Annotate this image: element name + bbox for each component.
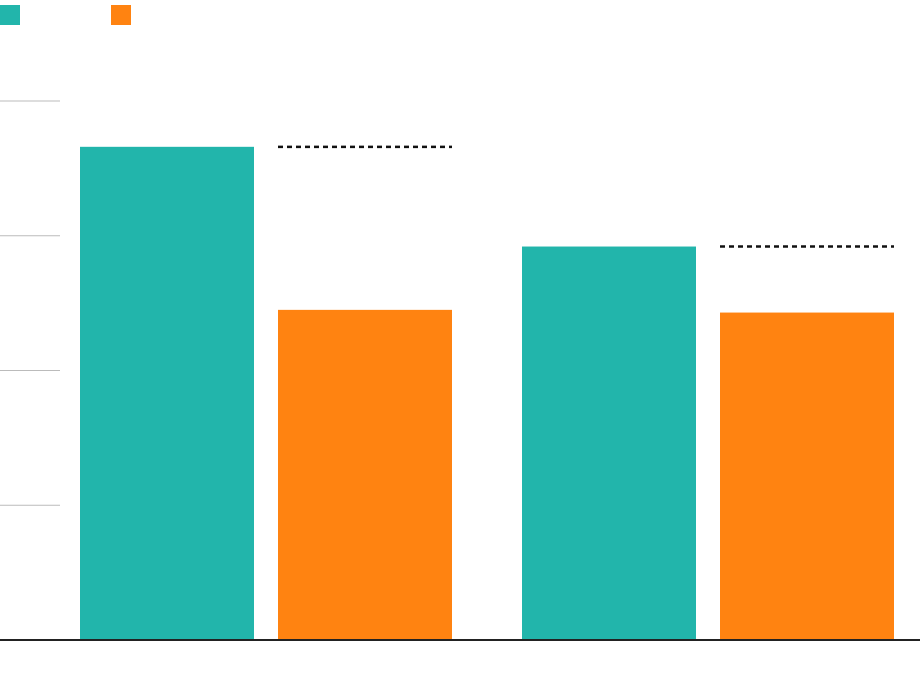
legend-swatch-1 — [0, 5, 20, 25]
bar-series1-group2 — [522, 246, 696, 640]
bar-series2-group2 — [720, 312, 894, 640]
reference-lines — [278, 145, 894, 248]
legend — [0, 5, 131, 25]
bars — [80, 146, 894, 640]
bar-series2-group1 — [278, 309, 452, 640]
bar-series1-group1 — [80, 146, 254, 640]
legend-swatch-2 — [111, 5, 131, 25]
gridlines — [0, 100, 60, 506]
